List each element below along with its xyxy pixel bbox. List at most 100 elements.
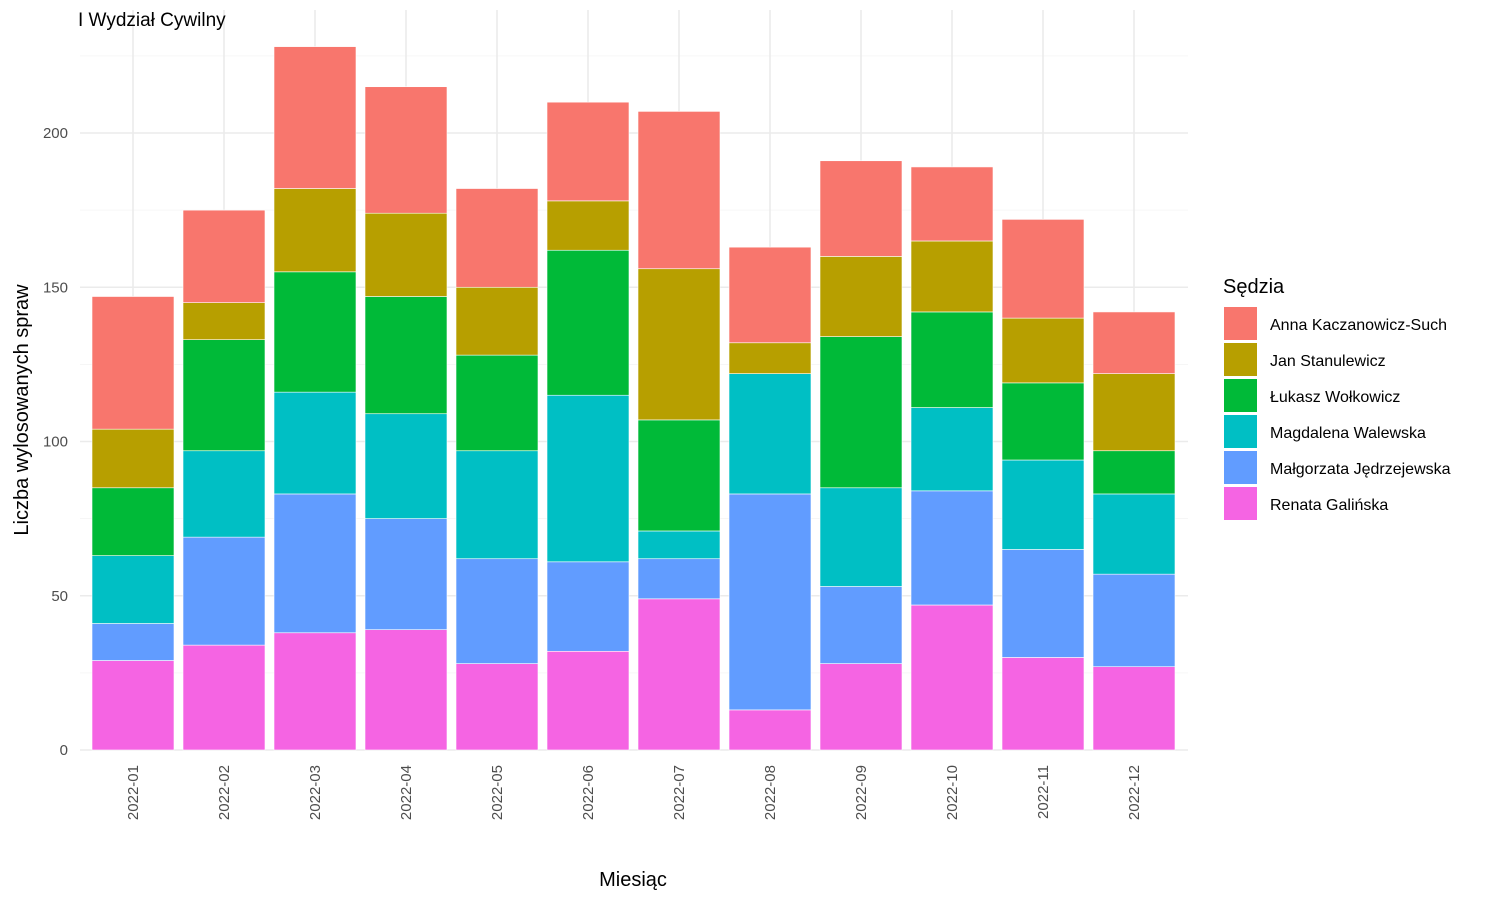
y-tick-label: 50 [51,588,68,605]
bar-segment [364,518,448,630]
bar-segment [273,271,357,393]
bar-segment [910,166,994,242]
bar-segment [91,428,175,489]
bar-segment [273,632,357,751]
bar-segment [91,623,175,661]
bar-segment [1001,549,1085,658]
bar-segment [455,558,539,664]
bar-segment [364,296,448,415]
legend: Sędzia Anna Kaczanowicz-Such Jan Stanulew… [1223,276,1451,520]
x-tick-label: 2022-07 [671,765,688,820]
legend-swatch [1224,415,1257,448]
bar-segment [273,391,357,495]
bar-segment [1092,311,1176,374]
bar-segment [637,111,721,270]
bar-segment [455,450,539,560]
bar-segment [728,342,812,374]
bar-segment [273,46,357,189]
legend-label: Jan Stanulewicz [1270,353,1386,370]
bar-segment [1092,573,1176,668]
bar-segment [637,558,721,600]
x-tick-label: 2022-01 [125,765,142,820]
bar-segment [1092,493,1176,575]
bar-segment [728,493,812,711]
bar-segment [91,296,175,430]
bar-segment [819,586,903,664]
legend-label: Renata Galińska [1270,497,1388,514]
bar-segment [819,256,903,337]
bar-segment [273,493,357,634]
bar-segment [546,249,630,396]
legend-label: Anna Kaczanowicz-Such [1270,317,1447,334]
y-tick-label: 150 [43,279,68,296]
x-tick-label: 2022-10 [944,765,961,820]
x-tick-label: 2022-09 [853,765,870,820]
bar-segment [637,598,721,751]
bar-segment [819,487,903,587]
bar-segment [728,246,812,344]
bar-segment [637,419,721,532]
x-tick-label: 2022-05 [489,765,506,820]
chart-title: I Wydział Cywilny [78,10,226,31]
bar-segment [455,663,539,751]
bar-segment [637,268,721,421]
bar-segment [364,212,448,297]
bar-segment [546,101,630,202]
y-tick-label: 100 [43,434,68,451]
bars [91,46,1176,751]
bar-segment [182,209,266,303]
bar-segment [91,660,175,751]
bar-segment [910,407,994,492]
bar-segment [546,561,630,652]
bar-segment [182,644,266,751]
x-tick-label: 2022-08 [762,765,779,820]
bar-segment [1001,657,1085,751]
bar-segment [364,86,448,214]
legend-label: Magdalena Walewska [1270,425,1426,442]
bar-segment [273,188,357,273]
bar-segment [819,336,903,489]
bar-segment [455,188,539,288]
x-axis-title: Miesiąc [599,869,667,891]
bar-segment [1092,373,1176,452]
bar-segment [182,450,266,538]
bar-segment [728,709,812,751]
y-tick-label: 0 [60,742,68,759]
legend-label: Małgorzata Jędrzejewska [1270,461,1451,478]
legend-swatch [1224,379,1257,412]
bar-segment [910,240,994,313]
bar-segment [910,311,994,408]
bar-segment [1001,382,1085,461]
bar-segment [546,394,630,563]
bar-segment [910,490,994,606]
bar-segment [364,629,448,751]
legend-swatch [1224,487,1257,520]
bar-segment [546,200,630,251]
bar-segment [364,413,448,519]
x-tick-label: 2022-06 [580,765,597,820]
legend-swatch [1224,343,1257,376]
bar-segment [546,650,630,751]
x-axis-ticks: 2022-01 2022-02 2022-03 2022-04 2022-05 2022-… [125,765,1143,820]
bar-segment [455,286,539,356]
bar-segment [455,354,539,452]
bar-segment [819,160,903,257]
x-tick-label: 2022-02 [216,765,233,820]
y-tick-label: 200 [43,125,68,142]
bar-segment [182,339,266,452]
bar-segment [91,555,175,624]
bar-segment [1092,666,1176,751]
bar-segment [182,302,266,340]
legend-swatch [1224,307,1257,340]
x-tick-label: 2022-03 [307,765,324,820]
bar-segment [1001,459,1085,550]
x-tick-label: 2022-12 [1126,765,1143,820]
x-tick-label: 2022-11 [1035,765,1052,819]
bar-segment [819,663,903,751]
legend-swatch [1224,451,1257,484]
legend-label: Łukasz Wołkowicz [1270,389,1400,406]
bar-segment [91,487,175,556]
y-axis-ticks: 0 50 100 150 200 [43,125,68,759]
y-axis-title: Liczba wylosowanych spraw [11,284,33,536]
legend-title: Sędzia [1223,276,1285,298]
